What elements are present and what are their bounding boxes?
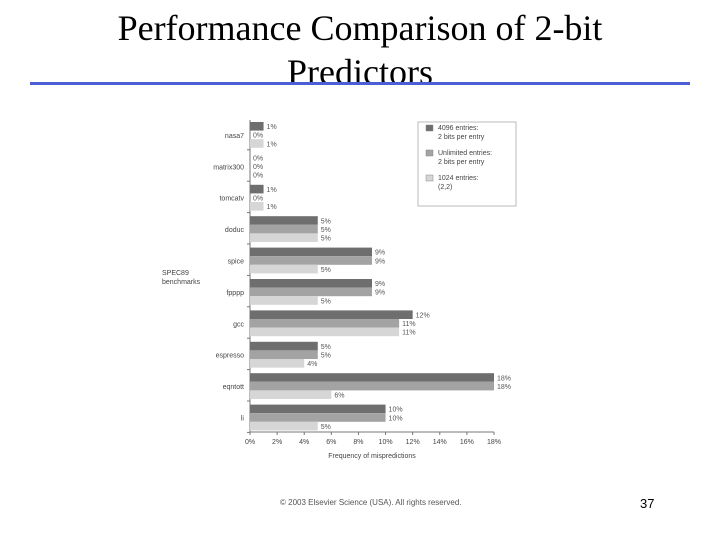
data-label: 9% xyxy=(375,258,385,265)
x-tick-label: 4% xyxy=(299,439,309,446)
bar xyxy=(250,184,264,194)
data-label: 11% xyxy=(402,321,416,328)
bar xyxy=(250,373,494,382)
data-label: 0% xyxy=(253,133,263,140)
data-label: 10% xyxy=(389,407,403,414)
legend-swatch xyxy=(425,174,434,182)
x-tick-label: 0% xyxy=(245,439,255,446)
data-label: 0% xyxy=(253,173,263,180)
bar xyxy=(250,341,318,351)
data-label: 18% xyxy=(497,375,511,382)
legend-label: 1024 entries: xyxy=(438,175,479,182)
x-tick-label: 10% xyxy=(379,439,393,446)
data-label: 1% xyxy=(267,204,277,211)
bar xyxy=(250,256,372,265)
legend-label: (2,2) xyxy=(438,184,452,191)
bar xyxy=(250,264,318,274)
x-tick-label: 14% xyxy=(433,439,447,446)
data-label: 10% xyxy=(389,415,403,422)
data-label: 1% xyxy=(267,187,277,194)
x-tick-label: 2% xyxy=(272,439,282,446)
bar xyxy=(250,381,494,391)
x-axis-label: Frequency of mispredictions xyxy=(328,453,416,460)
data-label: 9% xyxy=(375,281,385,288)
category-label: espresso xyxy=(216,353,245,360)
legend-label: 2 bits per entry xyxy=(438,159,485,166)
data-label: 5% xyxy=(321,227,331,234)
bar xyxy=(250,404,386,414)
bar xyxy=(250,413,386,422)
title-underline xyxy=(30,82,690,85)
data-label: 5% xyxy=(321,267,331,274)
data-label: 12% xyxy=(416,313,430,320)
data-label: 9% xyxy=(375,250,385,257)
x-tick-label: 18% xyxy=(487,439,501,446)
data-label: 5% xyxy=(321,298,331,305)
bar xyxy=(250,319,400,328)
data-label: 11% xyxy=(402,330,416,337)
bar xyxy=(250,390,332,399)
bar xyxy=(250,350,318,359)
bar xyxy=(250,421,318,431)
data-label: 5% xyxy=(321,236,331,243)
bar xyxy=(250,233,318,242)
bar xyxy=(250,216,318,225)
category-label: li xyxy=(241,416,245,423)
slide-title: Performance Comparison of 2-bit Predicto… xyxy=(117,8,603,92)
x-tick-label: 6% xyxy=(326,439,336,446)
data-label: 1% xyxy=(267,124,277,131)
y-axis-label: benchmarks xyxy=(162,279,201,286)
legend-label: Unlimited entries: xyxy=(438,150,492,157)
data-label: 5% xyxy=(321,344,331,351)
data-label: 4% xyxy=(307,361,317,368)
data-label: 9% xyxy=(375,290,385,297)
data-label: 0% xyxy=(253,196,263,203)
category-label: gcc xyxy=(233,321,244,328)
bar xyxy=(250,224,318,234)
data-label: 6% xyxy=(334,393,344,400)
category-label: nasa7 xyxy=(225,133,244,140)
category-label: matrix300 xyxy=(213,164,244,171)
bar xyxy=(250,287,372,297)
bar xyxy=(250,327,400,337)
legend-swatch xyxy=(425,149,434,157)
bar xyxy=(250,296,318,305)
data-label: 5% xyxy=(321,353,331,360)
data-label: 18% xyxy=(497,384,511,391)
data-label: 5% xyxy=(321,424,331,431)
bar xyxy=(250,279,372,288)
data-label: 5% xyxy=(321,218,331,225)
category-label: tomcatv xyxy=(219,196,244,203)
category-label: fpppp xyxy=(226,290,244,297)
legend-label: 2 bits per entry xyxy=(438,134,485,141)
x-tick-label: 8% xyxy=(353,439,363,446)
y-axis-label: SPEC89 xyxy=(162,270,189,277)
data-label: 1% xyxy=(267,141,277,148)
category-label: eqntott xyxy=(223,384,244,391)
bar xyxy=(250,310,413,319)
bar xyxy=(250,247,372,257)
legend-swatch xyxy=(425,124,434,132)
bar xyxy=(250,122,264,131)
bar xyxy=(250,202,264,211)
category-label: doduc xyxy=(225,227,245,234)
bar xyxy=(250,139,264,148)
copyright-footer: © 2003 Elsevier Science (USA). All right… xyxy=(280,498,462,507)
bar xyxy=(250,359,305,368)
legend-box xyxy=(417,121,517,207)
category-label: spice xyxy=(228,259,244,266)
x-tick-label: 16% xyxy=(460,439,474,446)
x-tick-label: 12% xyxy=(406,439,420,446)
legend-label: 4096 entries: xyxy=(438,125,479,132)
data-label: 0% xyxy=(253,156,263,163)
page-number: 37 xyxy=(640,496,655,511)
data-label: 0% xyxy=(253,164,263,171)
